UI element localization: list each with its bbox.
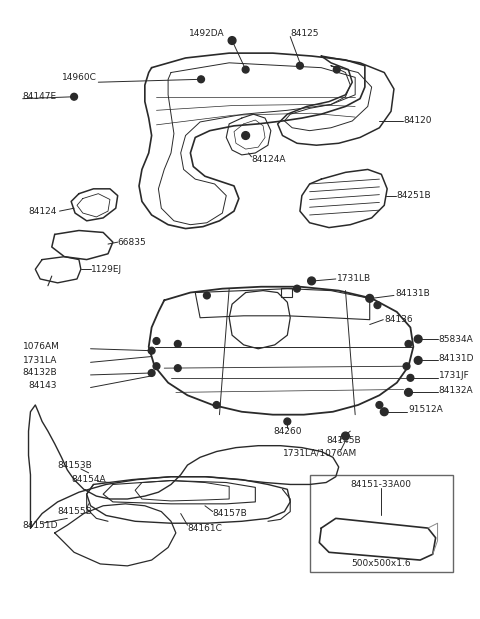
Text: 84143: 84143 — [28, 381, 57, 390]
Text: 84132B: 84132B — [23, 368, 57, 378]
Circle shape — [334, 66, 340, 73]
Text: 91512A: 91512A — [408, 405, 443, 414]
Circle shape — [407, 374, 414, 381]
Text: 66835: 66835 — [118, 238, 146, 246]
Circle shape — [366, 295, 373, 302]
Bar — [310, 475, 453, 572]
Text: 84154A: 84154A — [71, 475, 106, 484]
Circle shape — [414, 357, 422, 364]
Circle shape — [284, 418, 291, 425]
Circle shape — [198, 76, 204, 83]
Circle shape — [297, 63, 303, 69]
Text: 84131D: 84131D — [439, 354, 474, 363]
Circle shape — [148, 370, 155, 376]
Text: 14960C: 14960C — [61, 73, 96, 82]
Circle shape — [148, 347, 155, 354]
Text: 84157B: 84157B — [213, 509, 248, 518]
Text: 84145B: 84145B — [326, 436, 361, 445]
Circle shape — [242, 66, 249, 73]
Text: 84260: 84260 — [273, 426, 301, 436]
Text: 85834A: 85834A — [439, 334, 473, 344]
Circle shape — [71, 93, 77, 100]
Circle shape — [376, 402, 383, 409]
Text: 84151D: 84151D — [23, 521, 58, 530]
Text: 1731LA/1076AM: 1731LA/1076AM — [282, 449, 357, 458]
Circle shape — [213, 402, 220, 409]
Text: 1731LB: 1731LB — [337, 274, 371, 284]
Circle shape — [414, 335, 422, 343]
Text: 84120: 84120 — [404, 116, 432, 126]
Text: 84124A: 84124A — [252, 155, 286, 164]
Circle shape — [228, 37, 236, 45]
Circle shape — [405, 340, 412, 347]
Text: 84125: 84125 — [290, 29, 319, 38]
Text: 84151-33A00: 84151-33A00 — [351, 480, 412, 489]
Circle shape — [174, 340, 181, 347]
Text: 84147E: 84147E — [23, 92, 57, 102]
Circle shape — [294, 285, 300, 292]
Text: 500x500x1.6: 500x500x1.6 — [351, 560, 411, 568]
Circle shape — [374, 301, 381, 308]
Circle shape — [153, 337, 160, 344]
Circle shape — [308, 277, 315, 285]
Circle shape — [242, 132, 250, 139]
Text: 84155B: 84155B — [58, 507, 92, 516]
Circle shape — [204, 292, 210, 299]
Circle shape — [174, 365, 181, 371]
Circle shape — [405, 389, 412, 396]
Circle shape — [380, 408, 388, 415]
Circle shape — [342, 432, 349, 440]
Circle shape — [403, 363, 410, 370]
Text: 1492DA: 1492DA — [189, 29, 225, 38]
Text: 84251B: 84251B — [397, 191, 432, 200]
Text: 1076AM: 1076AM — [23, 342, 60, 352]
Text: 84124: 84124 — [28, 207, 57, 215]
Text: 84131B: 84131B — [395, 289, 430, 298]
Text: 84153B: 84153B — [58, 461, 92, 470]
Text: 84161C: 84161C — [188, 524, 222, 532]
Text: 84136: 84136 — [384, 315, 413, 324]
Text: 84132A: 84132A — [439, 386, 473, 395]
Text: 1129EJ: 1129EJ — [91, 265, 122, 274]
Text: 1731LA: 1731LA — [23, 356, 57, 365]
Text: 1731JF: 1731JF — [439, 371, 469, 381]
Bar — [280, 288, 292, 297]
Circle shape — [153, 363, 160, 370]
